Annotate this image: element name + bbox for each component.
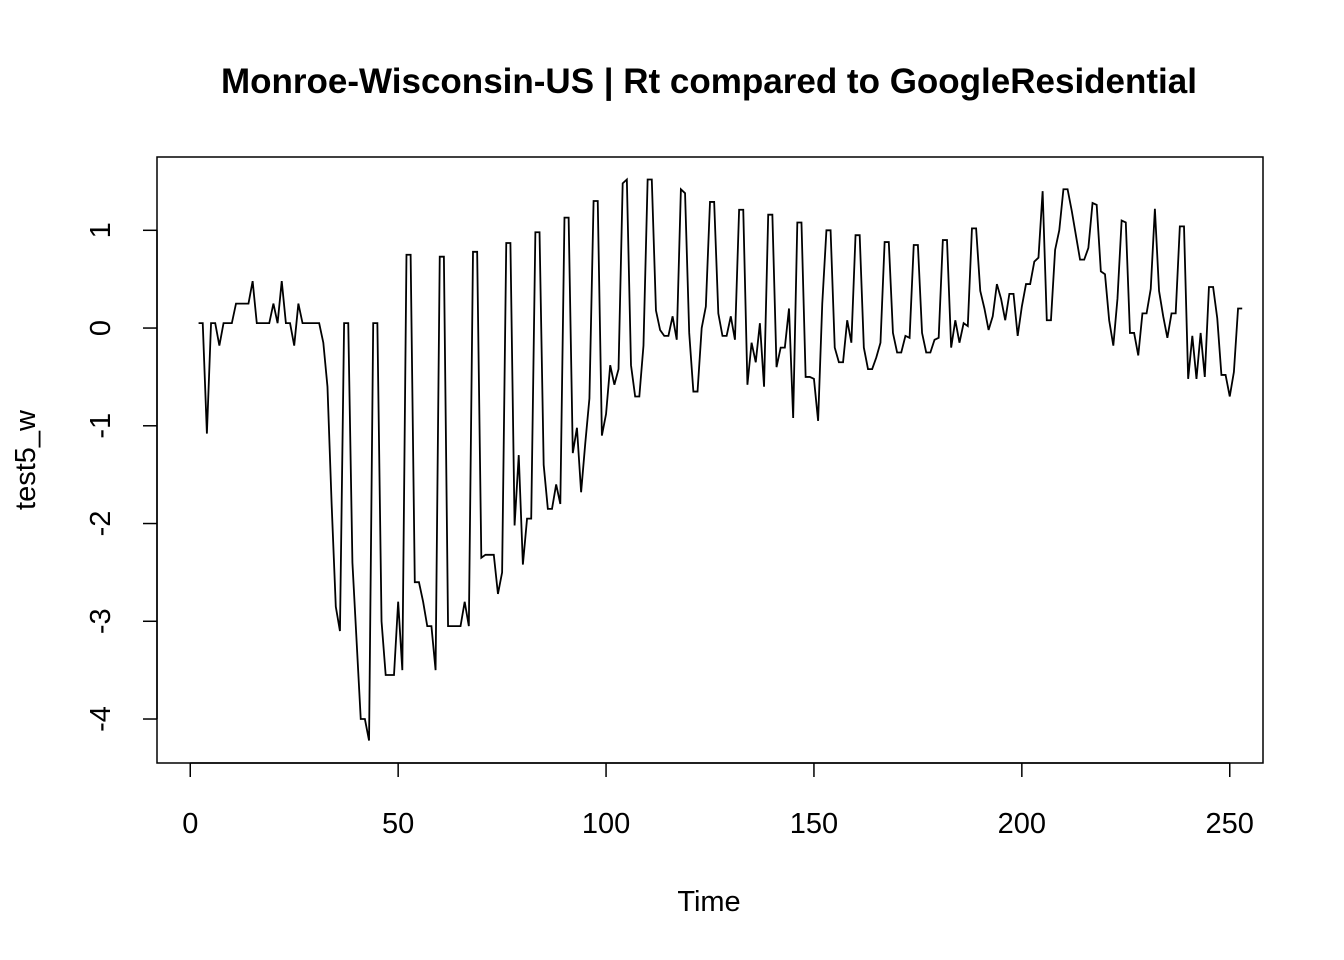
y-tick-label: -3 xyxy=(85,608,117,634)
y-axis-label: test5_w xyxy=(10,409,42,510)
x-axis: 0 50 100 150 200 250 xyxy=(182,762,1254,840)
y-tick-label: 0 xyxy=(85,320,117,336)
y-tick-label: 1 xyxy=(85,222,117,238)
chart-title: Monroe-Wisconsin-US | Rt compared to Goo… xyxy=(221,62,1197,101)
y-tick-label: -4 xyxy=(85,706,117,732)
x-tick-label: 150 xyxy=(790,808,838,840)
series-line xyxy=(198,177,1243,741)
x-tick-label: 50 xyxy=(382,808,414,840)
x-axis-label: Time xyxy=(677,886,740,918)
y-tick-label: -1 xyxy=(85,413,117,439)
y-axis: -4 -3 -2 -1 0 1 xyxy=(85,222,158,732)
x-tick-label: 0 xyxy=(182,808,198,840)
x-tick-label: 250 xyxy=(1206,808,1254,840)
x-tick-label: 200 xyxy=(998,808,1046,840)
x-tick-label: 100 xyxy=(582,808,630,840)
plot-frame xyxy=(156,156,1264,764)
y-tick-label: -2 xyxy=(85,511,117,537)
